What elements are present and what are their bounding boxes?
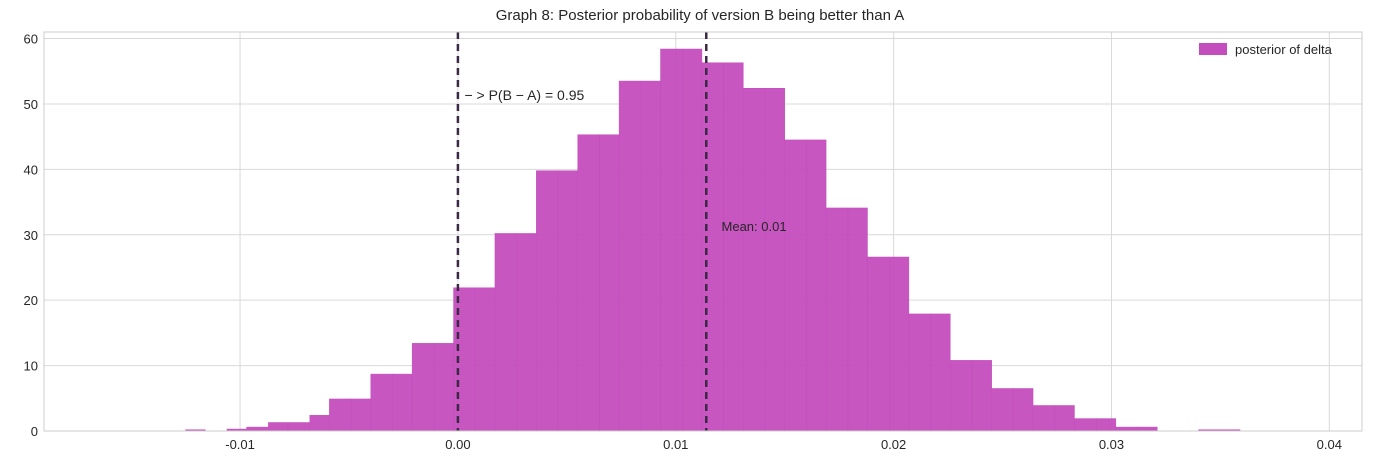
histogram-bar-17 — [536, 170, 559, 432]
histogram-bar-32 — [847, 207, 868, 432]
histogram-bar-30 — [806, 139, 827, 432]
x-tick-label-0: -0.01 — [225, 437, 255, 452]
y-tick-label-1: 10 — [24, 359, 38, 374]
histogram-bar-45 — [1115, 426, 1138, 432]
y-tick-label-3: 30 — [24, 228, 38, 243]
histogram-bar-24 — [682, 48, 703, 432]
histogram-bar-34 — [889, 256, 910, 432]
histogram-bar-41 — [1032, 405, 1056, 432]
histogram-bar-4 — [268, 422, 289, 432]
histogram-bar-10 — [392, 373, 413, 432]
y-tick-label-2: 20 — [24, 293, 38, 308]
y-tick-label-4: 40 — [24, 162, 38, 177]
histogram-bar-39 — [991, 388, 1014, 432]
mean-annotation: Mean: 0.01 — [722, 219, 787, 234]
y-tick-label-6: 60 — [24, 32, 38, 47]
histogram-bar-15 — [494, 233, 517, 432]
histogram-bar-23 — [660, 48, 683, 432]
histogram-bar-38 — [971, 360, 992, 432]
histogram-bar-16 — [516, 233, 537, 432]
histogram-bar-14 — [475, 287, 496, 432]
plot-border — [43, 31, 1363, 432]
histogram-bar-35 — [908, 313, 931, 432]
x-tick-label-4: 0.03 — [1099, 437, 1124, 452]
y-tick-labels: 0 10 20 30 40 50 60 — [24, 32, 38, 439]
legend-label: posterior of delta — [1235, 42, 1333, 57]
legend-swatch — [1199, 43, 1227, 55]
histogram-bar-36 — [930, 313, 951, 432]
y-tick-label-0: 0 — [31, 424, 38, 439]
probability-annotation: − > P(B − A) = 0.95 — [464, 87, 584, 103]
histogram-bar-6 — [309, 415, 330, 432]
histogram-bar-7 — [329, 398, 352, 432]
histogram-bar-46 — [1137, 426, 1158, 432]
histogram-bar-40 — [1013, 388, 1034, 432]
histogram-bar-5 — [287, 422, 311, 432]
chart-title: Graph 8: Posterior probability of versio… — [496, 7, 905, 24]
histogram-bar-20 — [599, 134, 620, 432]
histogram-bar-26 — [723, 62, 744, 432]
histogram-bar-21 — [618, 80, 642, 432]
histogram-bar-28 — [764, 88, 785, 432]
histogram-bar-33 — [867, 256, 890, 432]
histogram-bar-9 — [370, 373, 393, 432]
annotations: − > P(B − A) = 0.95 Mean: 0.01 — [464, 87, 786, 234]
histogram-bar-44 — [1095, 418, 1117, 432]
histogram-bar-3 — [246, 426, 269, 432]
x-tick-label-1: 0.00 — [445, 437, 470, 452]
histogram-bar-12 — [433, 343, 454, 432]
axes-frame — [43, 31, 1363, 432]
histogram-bar-42 — [1054, 405, 1075, 432]
histogram-bar-29 — [784, 139, 807, 432]
x-tick-labels: -0.01 0.00 0.01 0.02 0.03 0.04 — [225, 437, 1342, 452]
histogram-bar-8 — [350, 398, 372, 432]
histogram-bar-22 — [640, 80, 661, 432]
x-tick-label-5: 0.04 — [1317, 437, 1342, 452]
histogram-bar-18 — [557, 170, 578, 432]
histogram-bar-37 — [950, 360, 973, 432]
legend: posterior of delta — [1199, 42, 1333, 57]
x-tick-label-2: 0.01 — [663, 437, 688, 452]
x-tick-label-3: 0.02 — [881, 437, 906, 452]
reference-lines — [456, 32, 708, 431]
histogram-bar-19 — [577, 134, 600, 432]
histogram-bar-43 — [1074, 418, 1097, 432]
histogram-bars — [185, 48, 1241, 432]
y-tick-label-5: 50 — [24, 97, 38, 112]
histogram-bar-31 — [825, 207, 849, 432]
histogram-bar-27 — [743, 88, 766, 432]
histogram-bar-11 — [411, 343, 435, 432]
